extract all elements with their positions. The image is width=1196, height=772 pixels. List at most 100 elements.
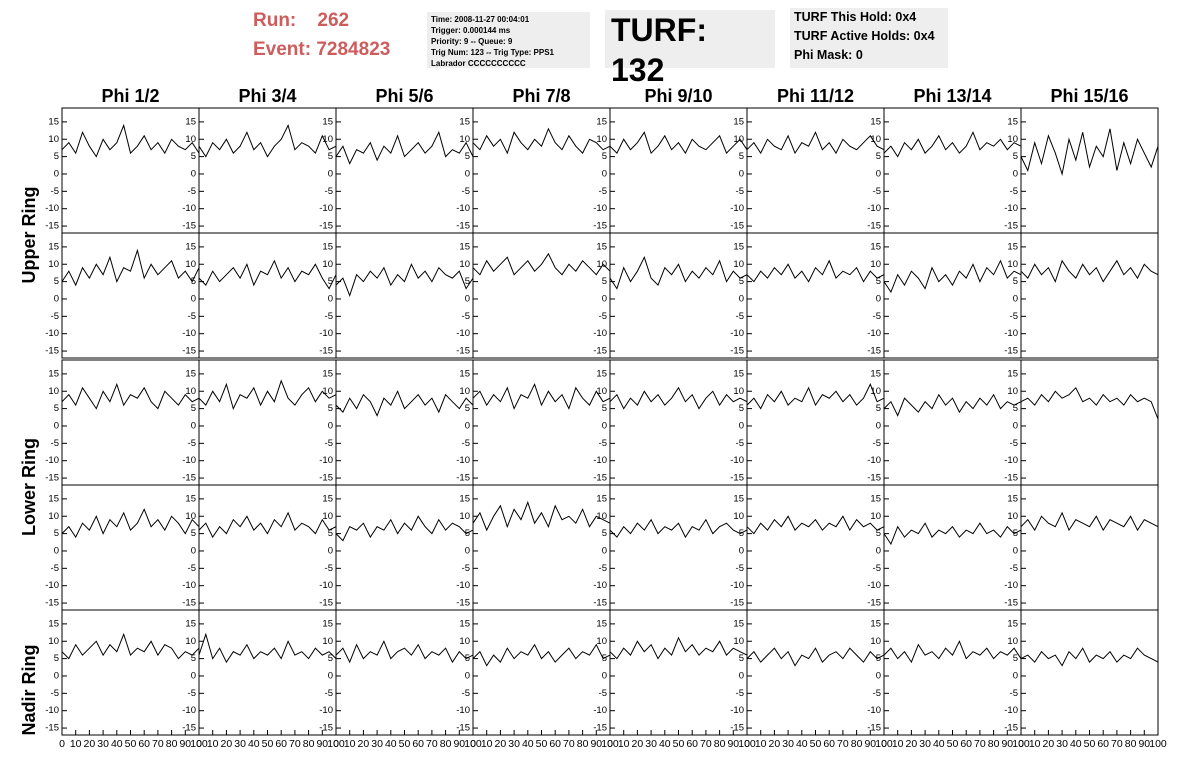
y-tick-label: 0 bbox=[465, 293, 470, 304]
y-tick-label: 0 bbox=[191, 168, 196, 179]
y-tick-label: -15 bbox=[319, 473, 333, 484]
x-tick-label: 100 bbox=[1149, 738, 1167, 750]
y-tick-label: 0 bbox=[602, 293, 607, 304]
y-tick-label: -5 bbox=[1010, 563, 1018, 574]
y-tick-label: 5 bbox=[191, 151, 196, 162]
x-tick-label: 20 bbox=[1043, 738, 1055, 750]
y-tick-label: -10 bbox=[1004, 203, 1018, 214]
x-tick-label: 80 bbox=[1125, 738, 1137, 750]
x-tick-label: 100 bbox=[738, 738, 756, 750]
y-tick-label: 10 bbox=[48, 259, 59, 270]
y-tick-label: 15 bbox=[185, 241, 196, 252]
y-tick-label: 5 bbox=[1013, 653, 1018, 664]
row-label: Upper Ring bbox=[19, 187, 39, 284]
column-header: Phi 1/2 bbox=[101, 86, 159, 106]
y-tick-label: -10 bbox=[319, 203, 333, 214]
panel-frame bbox=[472, 359, 611, 486]
y-tick-label: 10 bbox=[1007, 259, 1018, 270]
y-tick-label: -5 bbox=[188, 563, 196, 574]
y-tick-label: 15 bbox=[185, 618, 196, 629]
event-label: Event: bbox=[253, 39, 312, 60]
x-tick-label: 20 bbox=[906, 738, 918, 750]
x-tick-label: 0 bbox=[1018, 738, 1024, 750]
y-tick-label: 15 bbox=[185, 368, 196, 379]
panel-frame bbox=[472, 484, 611, 611]
y-tick-label: 0 bbox=[739, 293, 744, 304]
y-tick-label: -15 bbox=[867, 473, 881, 484]
y-tick-label: -15 bbox=[456, 473, 470, 484]
panel-frame bbox=[1020, 232, 1159, 359]
x-tick-label: 60 bbox=[412, 738, 424, 750]
y-tick-label: -10 bbox=[1004, 705, 1018, 716]
y-tick-label: -15 bbox=[182, 221, 196, 232]
y-tick-label: 10 bbox=[733, 134, 744, 145]
y-tick-label: 15 bbox=[596, 116, 607, 127]
y-tick-label: -10 bbox=[182, 580, 196, 591]
y-tick-label: 5 bbox=[602, 528, 607, 539]
turf-info-box: TURF This Hold: 0x4 TURF Active Holds: 0x… bbox=[790, 8, 948, 68]
y-tick-label: -15 bbox=[593, 723, 607, 734]
y-tick-label: -10 bbox=[182, 328, 196, 339]
y-tick-label: -5 bbox=[462, 438, 470, 449]
panel-frame bbox=[746, 609, 885, 736]
x-tick-label: 10 bbox=[70, 738, 82, 750]
y-tick-label: 10 bbox=[596, 511, 607, 522]
y-tick-label: -10 bbox=[867, 580, 881, 591]
y-tick-label: 5 bbox=[328, 528, 333, 539]
turf-info-line: Phi Mask: 0 bbox=[794, 48, 863, 62]
y-tick-label: 15 bbox=[459, 493, 470, 504]
panel-frame bbox=[198, 359, 337, 486]
y-tick-label: 15 bbox=[322, 493, 333, 504]
run-label: Run: bbox=[253, 10, 297, 31]
y-tick-label: 10 bbox=[870, 511, 881, 522]
x-tick-label: 50 bbox=[399, 738, 411, 750]
x-tick-label: 90 bbox=[590, 738, 602, 750]
y-tick-label: -5 bbox=[51, 186, 59, 197]
y-tick-label: -5 bbox=[736, 438, 744, 449]
waveform bbox=[609, 518, 748, 539]
y-tick-label: 15 bbox=[870, 241, 881, 252]
y-tick-label: 0 bbox=[1013, 168, 1018, 179]
y-tick-label: -10 bbox=[593, 455, 607, 466]
x-tick-label: 70 bbox=[426, 738, 438, 750]
y-tick-label: 5 bbox=[54, 653, 59, 664]
turf-info-line: TURF This Hold: 0x4 bbox=[794, 10, 917, 24]
x-tick-label: 60 bbox=[275, 738, 287, 750]
y-tick-label: -5 bbox=[462, 186, 470, 197]
y-tick-label: 0 bbox=[465, 420, 470, 431]
panel-frame bbox=[472, 609, 611, 736]
y-tick-label: -10 bbox=[319, 455, 333, 466]
panel-frame bbox=[472, 107, 611, 234]
x-tick-label: 100 bbox=[190, 738, 208, 750]
x-tick-label: 60 bbox=[686, 738, 698, 750]
x-tick-label: 0 bbox=[607, 738, 613, 750]
y-tick-label: -15 bbox=[319, 723, 333, 734]
row-label: Nadir Ring bbox=[19, 644, 39, 735]
column-header: Phi 3/4 bbox=[238, 86, 296, 106]
waveform bbox=[61, 632, 200, 660]
y-tick-label: -5 bbox=[873, 311, 881, 322]
x-tick-label: 0 bbox=[470, 738, 476, 750]
y-tick-label: 15 bbox=[322, 618, 333, 629]
x-tick-label: 0 bbox=[333, 738, 339, 750]
y-tick-label: 10 bbox=[185, 386, 196, 397]
y-tick-label: 10 bbox=[48, 386, 59, 397]
y-tick-label: 0 bbox=[739, 545, 744, 556]
y-tick-label: 10 bbox=[185, 636, 196, 647]
y-tick-label: 15 bbox=[733, 618, 744, 629]
x-tick-label: 70 bbox=[1111, 738, 1123, 750]
waveform bbox=[883, 522, 1022, 546]
y-tick-label: 15 bbox=[48, 116, 59, 127]
panel-frame bbox=[609, 107, 748, 234]
y-tick-label: 0 bbox=[465, 168, 470, 179]
y-tick-label: 5 bbox=[739, 403, 744, 414]
y-tick-label: -5 bbox=[1010, 438, 1018, 449]
y-tick-label: -5 bbox=[51, 438, 59, 449]
waveform bbox=[61, 123, 200, 158]
y-tick-label: 10 bbox=[185, 511, 196, 522]
waveform bbox=[746, 131, 885, 155]
x-tick-label: 90 bbox=[453, 738, 465, 750]
y-tick-label: 10 bbox=[870, 134, 881, 145]
